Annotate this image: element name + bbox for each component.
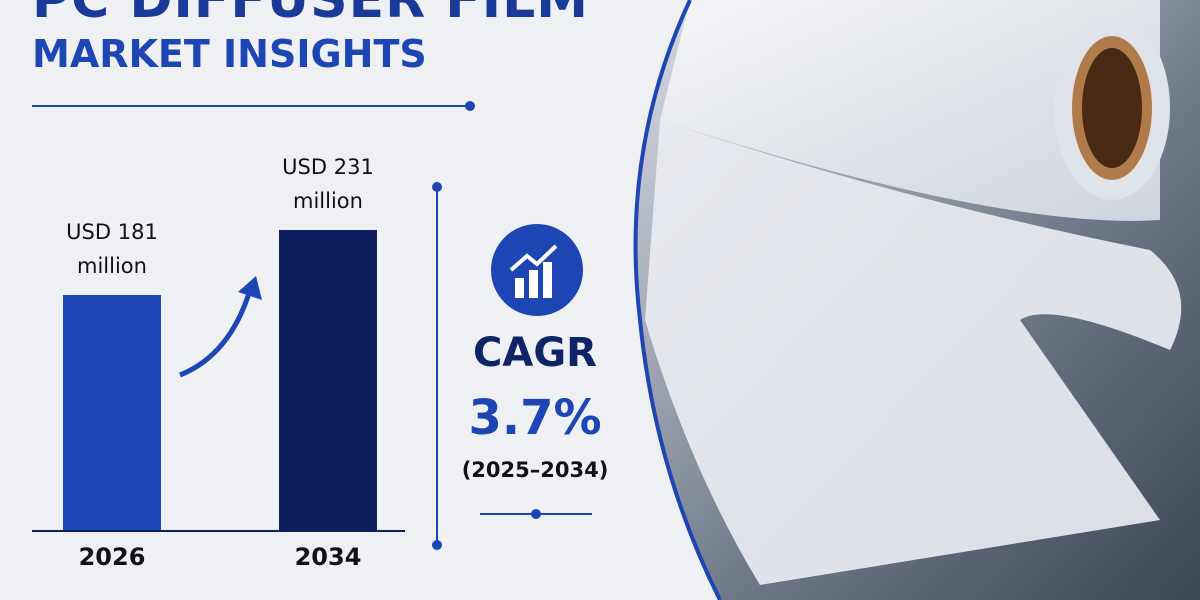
cagr-label: CAGR (473, 330, 597, 376)
roll-hole (1082, 48, 1142, 168)
title: PC DIFFUSER FILM (32, 0, 590, 30)
cagr-divider-dot (531, 509, 541, 519)
bar (279, 229, 377, 530)
growth-arrow (179, 289, 253, 378)
value-label: USD 181 million (66, 219, 158, 278)
category-label: 2026 (78, 543, 146, 571)
cagr-value: 3.7% (468, 390, 602, 446)
cagr-period: (2025–2034) (461, 458, 609, 482)
icon-line (509, 244, 558, 272)
separator-dot (432, 540, 442, 550)
separator-dot (432, 182, 442, 192)
category-label: 2034 (294, 543, 362, 571)
icon-bar (529, 270, 538, 298)
icon-bar (515, 278, 524, 298)
film-roll (660, 0, 1160, 221)
bar (63, 294, 161, 530)
border-curve (633, 0, 722, 600)
icon-bar (543, 262, 552, 298)
subtitle: MARKET INSIGHTS (32, 32, 427, 76)
arrow-head (238, 276, 262, 300)
value-label: USD 231 million (282, 154, 374, 213)
film-sheet (645, 120, 1182, 585)
divider-dot (465, 101, 475, 111)
